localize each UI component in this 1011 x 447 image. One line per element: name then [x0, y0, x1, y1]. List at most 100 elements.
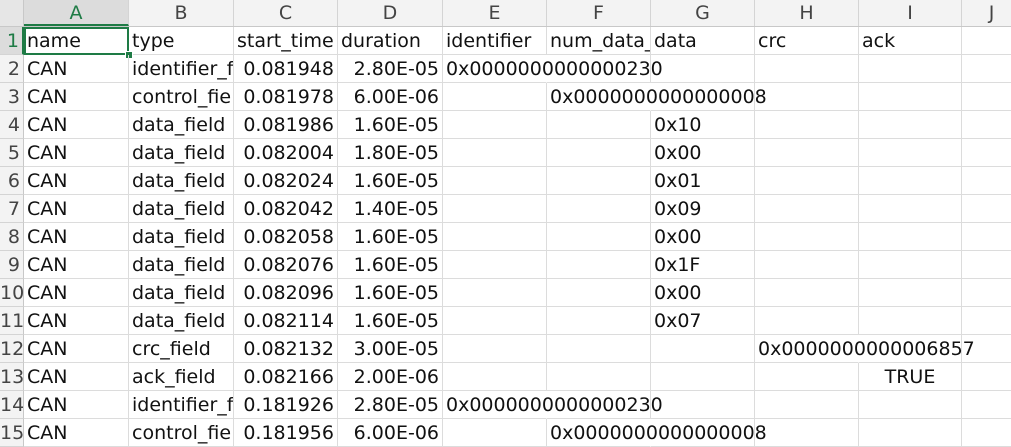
cell-c11[interactable]: 0.082114 [234, 307, 338, 335]
cell-j2[interactable] [962, 55, 1011, 83]
cell-j14[interactable] [962, 391, 1011, 419]
cell-f8[interactable] [547, 223, 651, 251]
cell-a3[interactable]: CAN [24, 83, 129, 111]
cell-d12[interactable]: 3.00E-05 [338, 335, 443, 363]
row-header-1[interactable]: 1 [0, 27, 24, 55]
cell-h12[interactable]: 0x0000000000006857 [755, 335, 975, 363]
cell-c3[interactable]: 0.081978 [234, 83, 338, 111]
cell-j7[interactable] [962, 195, 1011, 223]
cell-f7[interactable] [547, 195, 651, 223]
row-header-12[interactable]: 12 [0, 335, 24, 363]
cell-b2[interactable]: identifier_fi [129, 55, 234, 83]
cell-f1[interactable]: num_data_ [547, 27, 651, 55]
cell-e8[interactable] [443, 223, 547, 251]
cell-c14[interactable]: 0.181926 [234, 391, 338, 419]
cell-j13[interactable] [962, 363, 1011, 391]
cell-d14[interactable]: 2.80E-05 [338, 391, 443, 419]
cell-i12[interactable] [859, 335, 962, 363]
cell-c2[interactable]: 0.081948 [234, 55, 338, 83]
column-header-j[interactable]: J [962, 0, 1011, 26]
cell-a9[interactable]: CAN [24, 251, 129, 279]
row-header-5[interactable]: 5 [0, 139, 24, 167]
cell-j11[interactable] [962, 307, 1011, 335]
column-header-h[interactable]: H [755, 0, 859, 26]
cell-g8[interactable]: 0x00 [651, 223, 755, 251]
cell-d15[interactable]: 6.00E-06 [338, 419, 443, 447]
cell-e11[interactable] [443, 307, 547, 335]
cell-e15[interactable] [443, 419, 547, 447]
cell-i10[interactable] [859, 279, 962, 307]
cell-d9[interactable]: 1.60E-05 [338, 251, 443, 279]
cell-j1[interactable] [962, 27, 1011, 55]
cell-j3[interactable] [962, 83, 1011, 111]
cell-g11[interactable]: 0x07 [651, 307, 755, 335]
cell-f9[interactable] [547, 251, 651, 279]
cell-j12[interactable] [962, 335, 1011, 363]
cell-f10[interactable] [547, 279, 651, 307]
cell-a10[interactable]: CAN [24, 279, 129, 307]
row-header-11[interactable]: 11 [0, 307, 24, 335]
cell-d8[interactable]: 1.60E-05 [338, 223, 443, 251]
cell-i11[interactable] [859, 307, 962, 335]
cell-g5[interactable]: 0x00 [651, 139, 755, 167]
column-header-e[interactable]: E [443, 0, 547, 26]
cell-h7[interactable] [755, 195, 859, 223]
cell-j9[interactable] [962, 251, 1011, 279]
fill-handle[interactable] [125, 51, 133, 59]
cell-a8[interactable]: CAN [24, 223, 129, 251]
cell-b12[interactable]: crc_field [129, 335, 234, 363]
cell-g2[interactable] [651, 55, 755, 83]
cell-a11[interactable]: CAN [24, 307, 129, 335]
cell-g7[interactable]: 0x09 [651, 195, 755, 223]
cell-e9[interactable] [443, 251, 547, 279]
cell-b14[interactable]: identifier_fi [129, 391, 234, 419]
row-header-14[interactable]: 14 [0, 391, 24, 419]
cell-b10[interactable]: data_field [129, 279, 234, 307]
column-header-b[interactable]: B [129, 0, 234, 26]
cell-c6[interactable]: 0.082024 [234, 167, 338, 195]
cell-i3[interactable] [859, 83, 962, 111]
cell-c8[interactable]: 0.082058 [234, 223, 338, 251]
cell-e2[interactable]: 0x0000000000000230 [443, 55, 663, 83]
cell-j4[interactable] [962, 111, 1011, 139]
row-header-6[interactable]: 6 [0, 167, 24, 195]
cell-i2[interactable] [859, 55, 962, 83]
cell-b15[interactable]: control_fie [129, 419, 234, 447]
cell-d10[interactable]: 1.60E-05 [338, 279, 443, 307]
cell-i13[interactable]: TRUE [859, 363, 962, 391]
cell-e4[interactable] [443, 111, 547, 139]
row-header-8[interactable]: 8 [0, 223, 24, 251]
cell-d13[interactable]: 2.00E-06 [338, 363, 443, 391]
row-header-10[interactable]: 10 [0, 279, 24, 307]
row-header-3[interactable]: 3 [0, 83, 24, 111]
cell-e13[interactable] [443, 363, 547, 391]
cell-f6[interactable] [547, 167, 651, 195]
cell-b1[interactable]: type [129, 27, 234, 55]
cell-j10[interactable] [962, 279, 1011, 307]
cell-i4[interactable] [859, 111, 962, 139]
cell-c10[interactable]: 0.082096 [234, 279, 338, 307]
cell-j8[interactable] [962, 223, 1011, 251]
cell-i14[interactable] [859, 391, 962, 419]
cell-f12[interactable] [547, 335, 651, 363]
cell-h1[interactable]: crc [755, 27, 859, 55]
cell-f4[interactable] [547, 111, 651, 139]
cell-i9[interactable] [859, 251, 962, 279]
cell-c5[interactable]: 0.082004 [234, 139, 338, 167]
cell-j5[interactable] [962, 139, 1011, 167]
cell-g3[interactable] [651, 83, 755, 111]
cell-a7[interactable]: CAN [24, 195, 129, 223]
cell-g14[interactable] [651, 391, 755, 419]
column-header-g[interactable]: G [651, 0, 755, 26]
cell-c13[interactable]: 0.082166 [234, 363, 338, 391]
cell-f5[interactable] [547, 139, 651, 167]
cell-f15[interactable]: 0x0000000000000008 [547, 419, 767, 447]
cell-h5[interactable] [755, 139, 859, 167]
cell-d4[interactable]: 1.60E-05 [338, 111, 443, 139]
cell-d2[interactable]: 2.80E-05 [338, 55, 443, 83]
cell-b11[interactable]: data_field [129, 307, 234, 335]
cell-a13[interactable]: CAN [24, 363, 129, 391]
cell-a2[interactable]: CAN [24, 55, 129, 83]
cell-i6[interactable] [859, 167, 962, 195]
cell-a5[interactable]: CAN [24, 139, 129, 167]
